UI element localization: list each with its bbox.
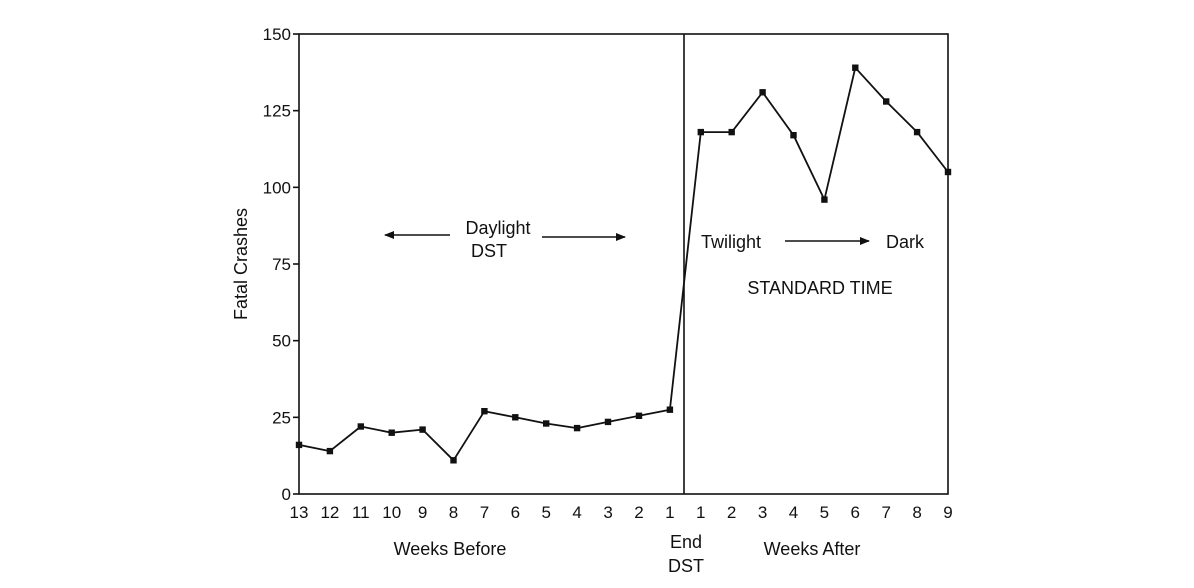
x-tick-label: 5 [542,503,551,522]
data-point [790,132,797,139]
x-tick-label: 8 [449,503,458,522]
annotation-dark: Dark [886,232,925,252]
data-point [450,457,457,464]
y-tick-label: 75 [272,255,291,274]
data-point [481,408,488,415]
data-point [295,441,303,449]
x-tick-label: 2 [634,503,643,522]
data-point [573,424,581,432]
x-tick-label: 1 [665,503,674,522]
x-tick-label: 9 [418,503,427,522]
data-point [326,447,334,455]
x-tick-label: 13 [290,503,309,522]
data-point [604,418,612,426]
data-point [635,412,643,419]
y-tick-label: 125 [263,102,291,121]
x-tick-label: 3 [758,503,767,522]
y-tick-label: 50 [272,332,291,351]
x-group-label-end-line1: End [670,532,702,552]
x-tick-label: 10 [382,503,401,522]
x-tick-label: 6 [511,503,520,522]
data-point [852,64,859,71]
x-tick-label: 11 [352,503,370,522]
annotation-standard-time: STANDARD TIME [747,278,892,298]
x-tick-label: 3 [603,503,612,522]
data-point [419,426,426,433]
x-tick-label: 1 [696,503,705,522]
data-point [913,128,921,136]
data-point [697,128,704,136]
y-tick-label: 25 [272,408,291,427]
annotation-twilight: Twilight [701,232,761,252]
y-axis: 0 25 50 75 100 125 150 [263,25,299,504]
annotation-daylight: Daylight [465,218,530,238]
data-point [728,128,735,136]
y-tick-label: 0 [282,485,291,504]
y-tick-label: 100 [263,178,291,197]
data-point [944,168,952,176]
x-tick-label: 12 [320,503,339,522]
y-tick-label: 150 [263,25,291,44]
x-tick-label: 6 [851,503,860,522]
series-group [295,64,952,464]
y-axis-label: Fatal Crashes [231,208,251,320]
x-group-label-after: Weeks After [764,539,861,559]
x-tick-label: 5 [820,503,829,522]
x-tick-label: 7 [881,503,890,522]
x-tick-label: 7 [480,503,489,522]
series-line [298,66,949,462]
data-point [357,423,364,430]
x-tick-label: 9 [943,503,952,522]
x-tick-label: 4 [572,503,581,522]
annotation-daylight-dst: DST [471,241,507,261]
x-group-label-end-line2: DST [668,556,704,576]
x-tick-label: 2 [727,503,736,522]
data-point [543,420,550,427]
data-point [666,406,674,413]
x-tick-label: 8 [912,503,921,522]
x-tick-label: 4 [789,503,798,522]
data-point [821,196,828,203]
x-group-label-before: Weeks Before [394,539,507,559]
x-axis: 13 12 11 10 9 8 7 6 5 4 3 2 1 1 2 3 4 5 6 7 8 9 [290,503,953,522]
data-point [759,89,766,96]
plot-frame [298,33,949,495]
data-point [883,98,890,105]
data-point [388,429,395,436]
data-point [512,414,519,421]
